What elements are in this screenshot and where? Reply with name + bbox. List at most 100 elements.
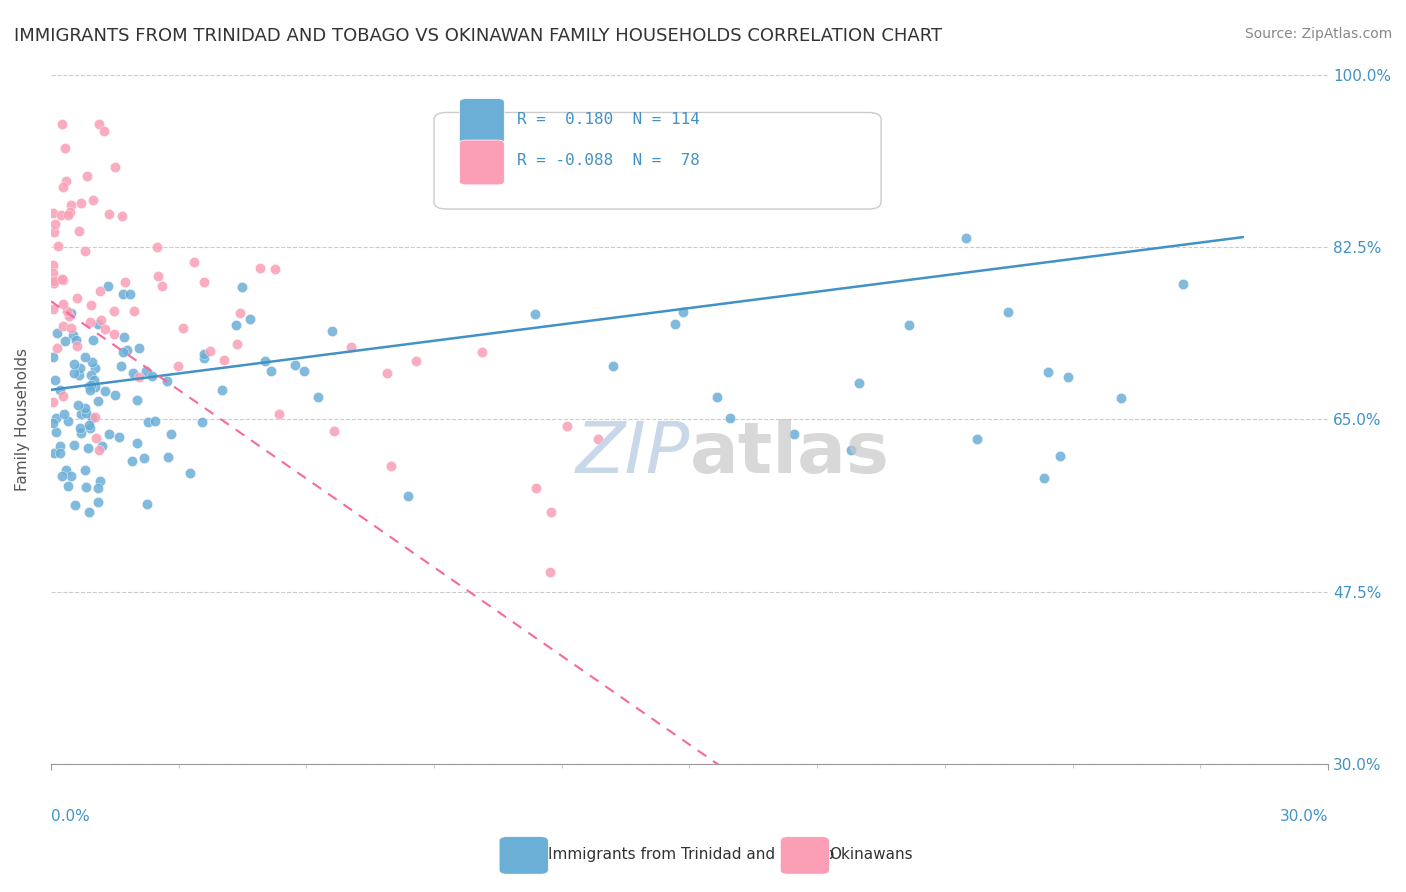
Immigrants from Trinidad and Tobago (49, 383, 72, 397)
Immigrants from Trinidad and Tobago (128, 341, 150, 355)
Immigrants from Trinidad and Tobago (115, 343, 138, 358)
Immigrants from Trinidad and Tobago (231, 280, 253, 294)
Immigrants from Trinidad and Tobago (193, 351, 215, 366)
Okinawans (225, 337, 247, 351)
Okinawans (53, 141, 76, 155)
Text: 30.0%: 30.0% (1279, 809, 1329, 823)
Immigrants from Trinidad and Tobago (79, 505, 101, 519)
Immigrants from Trinidad and Tobago (225, 318, 247, 332)
Immigrants from Trinidad and Tobago (66, 398, 89, 412)
Immigrants from Trinidad and Tobago (75, 406, 97, 420)
Okinawans (59, 205, 82, 219)
Immigrants from Trinidad and Tobago (80, 355, 103, 369)
Okinawans (52, 318, 75, 333)
Immigrants from Trinidad and Tobago (112, 330, 135, 344)
Immigrants from Trinidad and Tobago (42, 350, 65, 364)
Immigrants from Trinidad and Tobago (135, 364, 157, 378)
Immigrants from Trinidad and Tobago (104, 387, 127, 401)
Okinawans (52, 273, 75, 287)
Immigrants from Trinidad and Tobago (664, 317, 686, 331)
Immigrants from Trinidad and Tobago (1057, 370, 1080, 384)
Immigrants from Trinidad and Tobago (98, 427, 121, 442)
Immigrants from Trinidad and Tobago (87, 481, 110, 495)
Immigrants from Trinidad and Tobago (260, 364, 283, 378)
Okinawans (89, 284, 111, 298)
Immigrants from Trinidad and Tobago (191, 415, 214, 429)
Okinawans (58, 309, 80, 323)
Text: IMMIGRANTS FROM TRINIDAD AND TOBAGO VS OKINAWAN FAMILY HOUSEHOLDS CORRELATION CH: IMMIGRANTS FROM TRINIDAD AND TOBAGO VS O… (14, 27, 942, 45)
Immigrants from Trinidad and Tobago (69, 360, 91, 375)
Okinawans (104, 160, 127, 174)
Immigrants from Trinidad and Tobago (90, 439, 112, 453)
Immigrants from Trinidad and Tobago (97, 278, 120, 293)
Immigrants from Trinidad and Tobago (55, 334, 77, 348)
Okinawans (59, 198, 82, 212)
Immigrants from Trinidad and Tobago (63, 499, 86, 513)
Immigrants from Trinidad and Tobago (44, 446, 66, 460)
Immigrants from Trinidad and Tobago (49, 446, 72, 460)
Okinawans (42, 258, 65, 272)
Immigrants from Trinidad and Tobago (110, 359, 132, 374)
Okinawans (111, 209, 134, 223)
Immigrants from Trinidad and Tobago (156, 374, 179, 388)
Immigrants from Trinidad and Tobago (118, 286, 141, 301)
Immigrants from Trinidad and Tobago (396, 489, 419, 503)
Immigrants from Trinidad and Tobago (75, 481, 97, 495)
Okinawans (380, 459, 402, 474)
Immigrants from Trinidad and Tobago (56, 413, 79, 427)
Text: Source: ZipAtlas.com: Source: ZipAtlas.com (1244, 27, 1392, 41)
Okinawans (66, 339, 89, 353)
Immigrants from Trinidad and Tobago (122, 366, 145, 380)
Immigrants from Trinidad and Tobago (42, 417, 65, 431)
Okinawans (557, 418, 579, 433)
Immigrants from Trinidad and Tobago (75, 351, 97, 365)
Immigrants from Trinidad and Tobago (839, 443, 862, 458)
Immigrants from Trinidad and Tobago (62, 327, 84, 342)
Immigrants from Trinidad and Tobago (89, 475, 111, 489)
Y-axis label: Family Households: Family Households (15, 348, 30, 491)
Immigrants from Trinidad and Tobago (1049, 449, 1071, 463)
Immigrants from Trinidad and Tobago (65, 333, 87, 347)
Immigrants from Trinidad and Tobago (718, 410, 741, 425)
Okinawans (51, 117, 73, 131)
Immigrants from Trinidad and Tobago (127, 392, 149, 407)
Immigrants from Trinidad and Tobago (160, 427, 183, 442)
Text: R = -0.088  N =  78: R = -0.088 N = 78 (517, 153, 700, 169)
Immigrants from Trinidad and Tobago (63, 438, 86, 452)
Immigrants from Trinidad and Tobago (179, 467, 201, 481)
Immigrants from Trinidad and Tobago (848, 376, 870, 391)
Immigrants from Trinidad and Tobago (49, 439, 72, 453)
Immigrants from Trinidad and Tobago (157, 450, 180, 464)
Okinawans (264, 261, 287, 276)
Okinawans (122, 304, 145, 318)
Immigrants from Trinidad and Tobago (73, 401, 96, 416)
Immigrants from Trinidad and Tobago (706, 390, 728, 404)
Immigrants from Trinidad and Tobago (87, 495, 110, 509)
Okinawans (51, 208, 73, 222)
Okinawans (166, 359, 188, 374)
Immigrants from Trinidad and Tobago (82, 410, 104, 425)
Okinawans (90, 313, 112, 327)
Okinawans (76, 169, 98, 184)
Okinawans (114, 275, 136, 289)
Immigrants from Trinidad and Tobago (671, 305, 693, 319)
Okinawans (150, 279, 173, 293)
Immigrants from Trinidad and Tobago (70, 407, 93, 421)
Okinawans (89, 443, 111, 458)
Okinawans (538, 565, 561, 579)
Okinawans (42, 394, 65, 409)
Okinawans (70, 196, 93, 211)
Immigrants from Trinidad and Tobago (193, 347, 215, 361)
Okinawans (44, 217, 66, 231)
Text: R =  0.180  N = 114: R = 0.180 N = 114 (517, 112, 700, 127)
Immigrants from Trinidad and Tobago (141, 369, 163, 384)
Okinawans (56, 304, 79, 318)
Okinawans (65, 291, 87, 305)
Immigrants from Trinidad and Tobago (127, 436, 149, 450)
Okinawans (42, 274, 65, 288)
Immigrants from Trinidad and Tobago (79, 421, 101, 435)
Okinawans (46, 239, 69, 253)
Immigrants from Trinidad and Tobago (63, 366, 86, 380)
Immigrants from Trinidad and Tobago (897, 318, 920, 332)
Okinawans (540, 504, 562, 518)
